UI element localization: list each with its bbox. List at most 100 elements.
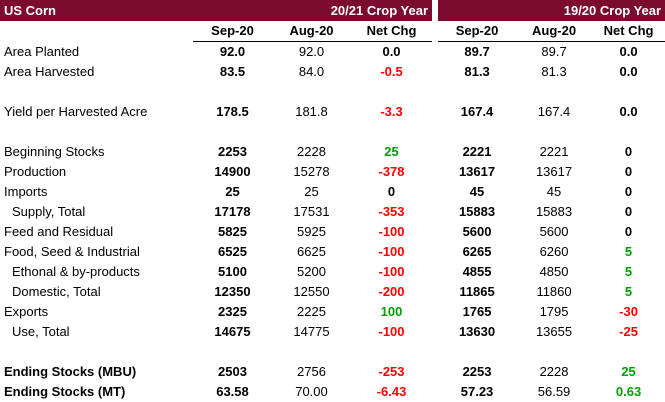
cell-cur-sep: 2325 — [218, 304, 247, 319]
cell-cur-sep: 5100 — [218, 264, 247, 279]
table-title: US Corn — [0, 0, 193, 21]
cell-cur-chg: -0.5 — [380, 64, 403, 79]
cell-cur-sep: 17178 — [214, 204, 251, 219]
cell-cur-aug: 5200 — [297, 264, 326, 279]
cell-pri-sep: 11865 — [459, 284, 495, 299]
table-row: Supply, Total 17178 17531 -353 15883 15883 0 — [0, 202, 665, 222]
row-label: Area Harvested — [4, 64, 95, 79]
cell-pri-chg: -30 — [619, 304, 638, 319]
row-label: Food, Seed & Industrial — [4, 244, 140, 259]
cell-pri-aug: 2228 — [539, 364, 569, 379]
cell-cur-sep: 6525 — [218, 244, 247, 259]
col-header-pri-aug: Aug-20 — [516, 21, 593, 42]
row-label: Area Planted — [4, 43, 80, 59]
cell-pri-aug: 81.3 — [541, 64, 567, 79]
cell-cur-aug: 5925 — [297, 224, 326, 239]
cell-cur-chg: 25 — [384, 144, 399, 159]
row-label: Imports — [4, 184, 48, 199]
spacer-row — [0, 82, 665, 102]
cell-cur-sep: 83.5 — [219, 64, 246, 79]
cell-cur-chg: 0.0 — [382, 44, 401, 59]
cell-pri-chg: 0 — [624, 224, 633, 239]
crop-year-current-header: 20/21 Crop Year — [193, 0, 433, 21]
cell-cur-chg: -200 — [378, 284, 405, 299]
row-label: Supply, Total — [12, 204, 86, 219]
cell-cur-chg: 100 — [380, 304, 403, 319]
cell-pri-aug: 6260 — [539, 244, 569, 259]
cell-pri-sep: 6265 — [462, 244, 492, 259]
cell-cur-aug: 25 — [304, 184, 319, 199]
table-row: Production 14900 15278 -378 13617 13617 0 — [0, 162, 665, 182]
cell-pri-chg: 0.0 — [619, 44, 638, 59]
cell-cur-sep: 12350 — [214, 284, 251, 299]
cell-cur-chg: -378 — [378, 164, 405, 179]
table-row: Area Planted 92.0 92.0 0.0 89.7 89.7 0.0 — [0, 42, 665, 63]
table-row: Area Harvested 83.5 84.0 -0.5 81.3 81.3 0.0 — [0, 62, 665, 82]
row-label: Use, Total — [12, 324, 70, 339]
cell-cur-aug: 12550 — [293, 284, 330, 299]
cell-pri-sep: 45 — [469, 184, 485, 199]
cell-cur-chg: -3.3 — [380, 104, 403, 119]
cell-pri-aug: 11860 — [536, 284, 572, 299]
cell-cur-chg: -100 — [378, 324, 405, 339]
cell-pri-aug: 167.4 — [537, 104, 571, 119]
row-label: Ethonal & by-products — [12, 264, 140, 279]
cell-pri-sep: 5600 — [462, 224, 492, 239]
column-header-row: Sep-20 Aug-20 Net Chg Sep-20 Aug-20 Net … — [0, 21, 665, 42]
row-label: Domestic, Total — [12, 284, 101, 299]
table-row: Ethonal & by-products 5100 5200 -100 4855 485… — [0, 262, 665, 282]
table-row: Yield per Harvested Acre 178.5 181.8 -3.3 16… — [0, 102, 665, 122]
cell-pri-aug: 2221 — [539, 144, 569, 159]
cell-pri-aug: 13617 — [535, 164, 573, 179]
cell-pri-sep: 1765 — [462, 304, 492, 319]
cell-pri-chg: 5 — [624, 264, 633, 279]
col-header-cur-aug: Aug-20 — [272, 21, 351, 42]
cell-pri-chg: 5 — [624, 244, 633, 259]
cell-cur-aug: 2228 — [297, 144, 326, 159]
spacer-row — [0, 122, 665, 142]
cell-cur-sep: 63.58 — [216, 384, 249, 399]
cell-pri-aug: 4850 — [539, 264, 569, 279]
cell-cur-chg: 0 — [387, 184, 396, 199]
cell-cur-aug: 6625 — [297, 244, 326, 259]
header-row: US Corn 20/21 Crop Year 19/20 Crop Year — [0, 0, 665, 21]
cell-cur-aug: 2225 — [297, 304, 326, 319]
cell-cur-sep: 2503 — [218, 364, 247, 379]
cell-pri-chg: 0 — [624, 184, 633, 199]
table-row: Domestic, Total 12350 12550 -200 11865 11860 5 — [0, 282, 665, 302]
table-row: Feed and Residual 5825 5925 -100 5600 5600 0 — [0, 222, 665, 242]
cell-pri-chg: 25 — [621, 364, 636, 379]
cell-cur-aug: 181.8 — [295, 104, 328, 119]
cell-pri-sep: 2253 — [462, 364, 492, 379]
row-label: Ending Stocks (MT) — [4, 384, 126, 399]
table-row: Beginning Stocks 2253 2228 25 2221 2221 0 — [0, 142, 665, 162]
cell-cur-aug: 70.00 — [295, 384, 328, 399]
row-label: Ending Stocks (MBU) — [4, 364, 137, 379]
cell-cur-aug: 17531 — [293, 204, 330, 219]
cell-pri-sep: 57.23 — [460, 384, 494, 399]
cell-pri-chg: 0 — [624, 204, 633, 219]
cell-pri-aug: 5600 — [539, 224, 569, 239]
col-header-pri-sep: Sep-20 — [438, 21, 517, 42]
table-row: Ending Stocks (MBU) 2503 2756 -253 2253 2228 2… — [0, 362, 665, 382]
cell-cur-sep: 2253 — [218, 144, 247, 159]
cell-pri-sep: 81.3 — [464, 64, 490, 79]
spacer-row — [0, 342, 665, 362]
table-row: Food, Seed & Industrial 6525 6625 -100 6265 6… — [0, 242, 665, 262]
cell-cur-aug: 84.0 — [298, 64, 325, 79]
cell-pri-aug: 89.7 — [541, 44, 567, 59]
cell-pri-aug: 1795 — [539, 304, 569, 319]
cell-cur-sep: 178.5 — [216, 104, 249, 119]
cell-pri-sep: 89.7 — [464, 44, 490, 59]
cell-pri-chg: -25 — [619, 324, 638, 339]
crop-year-prior-header: 19/20 Crop Year — [438, 0, 665, 21]
cell-cur-sep: 92.0 — [219, 44, 246, 59]
table-row: Ending Stocks (MT) 63.58 70.00 -6.43 57.23 56… — [0, 382, 665, 402]
cell-cur-chg: -100 — [378, 224, 405, 239]
row-label: Exports — [4, 304, 49, 319]
cell-pri-chg: 0.63 — [615, 384, 642, 399]
col-header-cur-chg: Net Chg — [351, 21, 433, 42]
cell-pri-chg: 0 — [624, 164, 633, 179]
cell-cur-chg: -353 — [378, 204, 405, 219]
